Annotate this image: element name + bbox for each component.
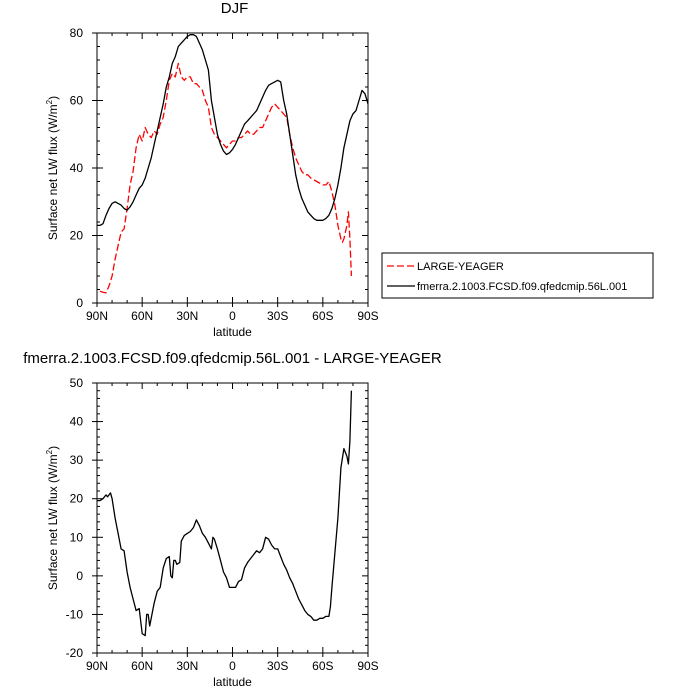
- chart-title: DJF: [221, 0, 249, 17]
- y-tick-label: -10: [66, 607, 84, 621]
- bottom-panel-difference: fmerra.2.1003.FCSD.f09.qfedcmip.56L.001 …: [23, 350, 442, 689]
- y-axis-label-close: ): [46, 446, 60, 450]
- x-tick-label: 60N: [131, 659, 153, 673]
- y-axis-label-text: Surface net LW flux (W/m: [46, 104, 60, 240]
- legend: LARGE-YEAGER fmerra.2.1003.FCSD.f09.qfedc…: [381, 252, 654, 299]
- y-tick-label: 80: [70, 26, 84, 40]
- y-tick-label: 20: [70, 492, 84, 506]
- x-tick-label: 60S: [312, 659, 333, 673]
- x-tick-label: 30S: [267, 309, 288, 323]
- x-tick-label: 60S: [312, 309, 333, 323]
- y-tick-label: 0: [76, 569, 83, 583]
- y-axis-label: Surface net LW flux (W/m2): [45, 96, 60, 240]
- plot-frame: [96, 382, 369, 654]
- x-tick-label: 30N: [176, 659, 198, 673]
- x-tick-label: 60N: [131, 309, 153, 323]
- y-tick-label: 30: [70, 453, 84, 467]
- x-tick-label: 90S: [357, 309, 378, 323]
- y-tick-label: 60: [70, 94, 84, 108]
- y-axis-label-superscript: 2: [45, 99, 54, 104]
- legend-box: [381, 252, 654, 299]
- series-line-difference: [97, 390, 353, 637]
- top-panel-djf: DJF 90N 60N 30N 0 30S 60S 90S 0 20 40 60 80 latitude S…: [45, 0, 379, 339]
- y-tick-label: 20: [70, 229, 84, 243]
- y-tick-label: 40: [70, 415, 84, 429]
- series-line-fmerra: [97, 34, 368, 227]
- y-tick-label: -20: [66, 646, 84, 660]
- chart-title: fmerra.2.1003.FCSD.f09.qfedcmip.56L.001 …: [23, 350, 442, 367]
- legend-label: fmerra.2.1003.FCSD.f09.qfedcmip.56L.001: [417, 281, 627, 293]
- y-axis-label-close: ): [46, 96, 60, 100]
- y-axis-label-superscript: 2: [45, 449, 54, 454]
- x-tick-label: 0: [229, 659, 236, 673]
- x-tick-label: 90N: [86, 659, 108, 673]
- y-axis-label: Surface net LW flux (W/m2): [45, 446, 60, 590]
- x-tick-label: 90N: [86, 309, 108, 323]
- x-axis-label: latitude: [213, 675, 252, 689]
- x-axis-label: latitude: [213, 325, 252, 339]
- y-tick-label: 10: [70, 530, 84, 544]
- series-line-large-yeager: [99, 62, 353, 294]
- legend-label: LARGE-YEAGER: [417, 261, 504, 273]
- x-tick-label: 30N: [176, 309, 198, 323]
- x-tick-label: 30S: [267, 659, 288, 673]
- plot-frame: [96, 32, 369, 304]
- y-tick-label: 40: [70, 161, 84, 175]
- x-tick-label: 90S: [357, 659, 378, 673]
- y-tick-label: 50: [70, 376, 84, 390]
- x-tick-label: 0: [229, 309, 236, 323]
- y-tick-label: 0: [76, 296, 83, 310]
- y-axis-label-text: Surface net LW flux (W/m: [46, 454, 60, 590]
